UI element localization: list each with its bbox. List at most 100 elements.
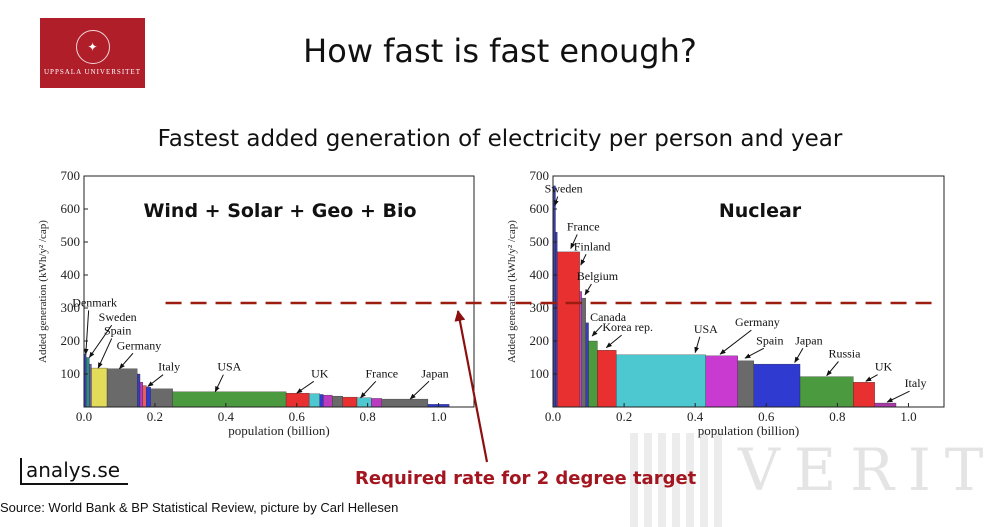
chart2-x-tick-label: 0.2 bbox=[616, 409, 632, 424]
chart2-bar bbox=[853, 382, 875, 408]
chart1-x-tick-label: 0.2 bbox=[147, 409, 163, 424]
chart2-annotation-label: Canada bbox=[590, 310, 627, 324]
chart1-y-tick-label: 500 bbox=[61, 234, 81, 249]
chart1-annotation-arrow bbox=[147, 374, 164, 387]
chart1-annotation-arrow bbox=[83, 310, 90, 355]
chart1-y-tick-label: 200 bbox=[61, 333, 81, 348]
chart2-annotation-arrow bbox=[744, 347, 765, 359]
watermark-lettering: VERIT bbox=[738, 436, 998, 504]
chart1-bar bbox=[371, 398, 382, 408]
chart2-annotation-label: UK bbox=[875, 360, 893, 374]
chart1-x-tick-label: 0.0 bbox=[76, 409, 92, 424]
chart2-annotation-arrow bbox=[605, 334, 622, 348]
chart2-annotation-arrow bbox=[865, 374, 878, 382]
chart1-y-tick-label: 600 bbox=[61, 201, 81, 216]
chart1-bar bbox=[139, 382, 144, 408]
chart1-bar bbox=[285, 392, 310, 408]
chart1-x-tick-label: 0.4 bbox=[218, 409, 235, 424]
source-caption: Source: World Bank & BP Statistical Revi… bbox=[0, 500, 399, 515]
required-rate-label: Required rate for 2 degree target bbox=[355, 468, 697, 489]
chart1-x-axis-label: population (billion) bbox=[228, 423, 329, 438]
page-title: How fast is fast enough? bbox=[303, 32, 697, 70]
chart2-bar bbox=[555, 231, 558, 408]
chart1-annotation-arrow bbox=[360, 380, 377, 399]
chart1-annotation-label: Germany bbox=[117, 338, 162, 352]
chart1-y-axis-label: Added generation (kWh/y² /cap) bbox=[37, 220, 49, 363]
chart2-annotation-arrow bbox=[694, 336, 701, 354]
watermark-columns bbox=[630, 433, 722, 527]
chart2-annotation-arrow bbox=[580, 254, 587, 266]
chart2-bar bbox=[581, 297, 586, 408]
chart2-annotation-label: Russia bbox=[828, 347, 861, 361]
chart2-annotation-arrow bbox=[591, 324, 603, 337]
chart1-annotation-label: Japan bbox=[421, 366, 448, 380]
chart2-bar bbox=[737, 360, 754, 408]
chart1-y-tick-label: 100 bbox=[61, 366, 81, 381]
chart2-annotation-label: France bbox=[567, 219, 600, 233]
required-rate-arrow bbox=[454, 309, 489, 463]
chart2-annotation-arrow bbox=[584, 283, 592, 296]
chart2-annotation-label: Finland bbox=[574, 239, 611, 253]
chart1-bar bbox=[172, 391, 287, 408]
chart1-bar bbox=[308, 393, 320, 408]
chart1-bar bbox=[89, 363, 92, 408]
page-subtitle: Fastest added generation of electricity … bbox=[157, 126, 843, 152]
analys-brand: analys.se bbox=[20, 458, 129, 485]
chart1-annotation-label: USA bbox=[217, 360, 241, 374]
chart2-bar bbox=[585, 322, 589, 408]
chart2-annotation-label: Italy bbox=[905, 376, 927, 390]
chart1-annotation-arrow bbox=[97, 338, 113, 369]
chart1-title: Wind + Solar + Geo + Bio bbox=[143, 200, 416, 222]
chart1-annotation-label: Denmark bbox=[72, 295, 117, 309]
logo-text: UPPSALA UNIVERSITET bbox=[44, 67, 141, 76]
chart1-bar bbox=[319, 394, 324, 408]
chart2-bar bbox=[597, 350, 617, 408]
chart2-y-tick-label: 400 bbox=[530, 267, 550, 282]
university-seal-icon: ✦ bbox=[75, 29, 110, 64]
chart1-bar bbox=[106, 368, 138, 408]
chart2-bar bbox=[753, 363, 801, 408]
chart1-annotation-arrow bbox=[296, 380, 315, 394]
chart1-bar bbox=[381, 398, 429, 408]
chart2-y-tick-label: 600 bbox=[530, 201, 550, 216]
chart2-y-tick-label: 700 bbox=[530, 168, 550, 183]
chart1-y-tick-label: 400 bbox=[61, 267, 81, 282]
chart1-bar bbox=[137, 373, 141, 408]
chart1-bar bbox=[342, 396, 358, 408]
chart2-y-tick-label: 100 bbox=[530, 366, 550, 381]
chart2-annotation-label: USA bbox=[694, 322, 718, 336]
chart1-bar bbox=[323, 394, 333, 408]
chart2-bar bbox=[799, 376, 854, 408]
chart1-annotation-label: France bbox=[365, 366, 398, 380]
chart1-x-tick-label: 1.0 bbox=[430, 409, 446, 424]
chart1-bar bbox=[356, 397, 372, 408]
chart1-bar bbox=[85, 357, 90, 408]
chart2-x-tick-label: 0.6 bbox=[758, 409, 775, 424]
chart2-x-axis-label: population (billion) bbox=[698, 423, 799, 438]
chart1-annotation-label: Sweden bbox=[99, 310, 137, 324]
chart2-annotation-label: Spain bbox=[756, 333, 783, 347]
chart2-x-tick-label: 0.0 bbox=[545, 409, 561, 424]
chart1-x-tick-label: 0.6 bbox=[289, 409, 306, 424]
chart2-y-tick-label: 500 bbox=[530, 234, 550, 249]
chart1-plot-frame bbox=[83, 175, 475, 408]
chart1-annotation-arrow bbox=[214, 374, 224, 393]
chart2-annotation-arrow bbox=[794, 348, 804, 363]
chart2-annotation-label: Sweden bbox=[545, 182, 583, 196]
chart1-annotation-label: Italy bbox=[158, 360, 180, 374]
chart1-annotation-label: UK bbox=[311, 366, 329, 380]
chart2-annotation-arrow bbox=[554, 196, 559, 207]
chart2-x-tick-label: 1.0 bbox=[900, 409, 916, 424]
chart2-annotation-arrow bbox=[719, 329, 752, 355]
chart1-annotation-label: Spain bbox=[104, 323, 131, 337]
chart2-bar bbox=[616, 354, 706, 408]
chart1-y-tick-label: 700 bbox=[61, 168, 81, 183]
chart2-annotation-arrow bbox=[826, 361, 839, 377]
chart2-annotation-label: Germany bbox=[735, 315, 780, 329]
university-logo: ✦ UPPSALA UNIVERSITET bbox=[40, 18, 145, 88]
chart2-bar bbox=[588, 340, 598, 408]
chart2-annotation-arrow bbox=[886, 390, 910, 403]
chart2-bar bbox=[705, 355, 738, 408]
chart2-bar bbox=[874, 402, 897, 408]
